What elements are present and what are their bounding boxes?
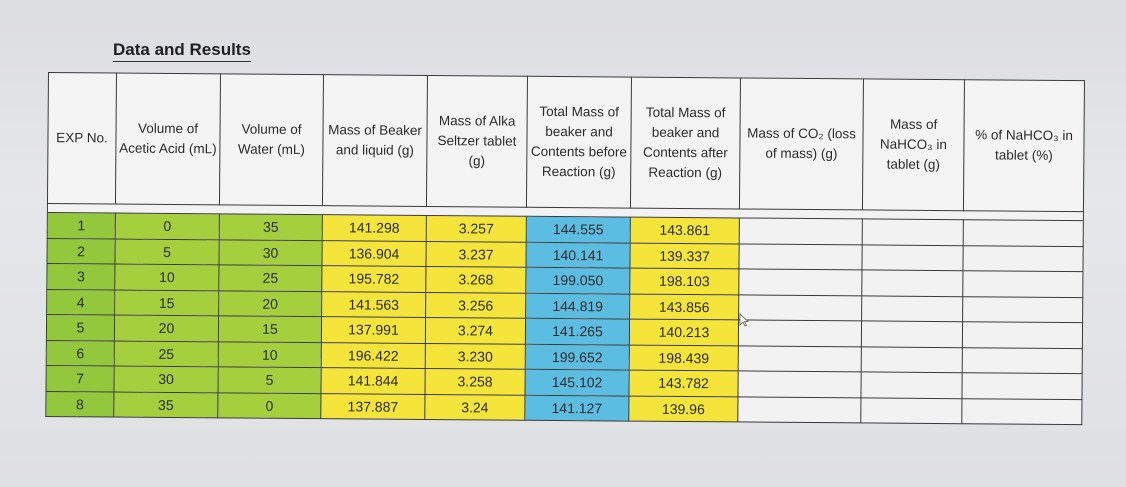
cell-co2-mass[interactable] [737, 396, 861, 423]
cell-mass-before: 141.265 [525, 318, 630, 345]
cell-acetic-acid: 20 [114, 315, 219, 342]
header-co2-mass: Mass of CO₂ (loss of mass) (g) [739, 77, 864, 210]
cell-tablet-mass: 3.257 [426, 215, 527, 242]
cell-water: 25 [218, 264, 322, 292]
header-mass-after: Total Mass of beaker and Contents after … [630, 77, 741, 209]
cell-beaker-liquid: 137.887 [320, 393, 425, 420]
cell-nahco3-mass[interactable] [861, 320, 963, 348]
header-exp-no: EXP No. [47, 72, 117, 205]
cell-water: 35 [219, 213, 323, 241]
cell-water: 30 [218, 239, 323, 266]
cell-mass-after: 139.96 [628, 395, 738, 422]
header-tablet-mass: Mass of Alka Seltzer tablet (g) [426, 75, 528, 208]
cell-mass-before: 144.819 [525, 292, 630, 320]
cell-acetic-acid: 0 [115, 213, 220, 240]
header-acetic-acid: Volume of Acetic Acid (mL) [115, 73, 221, 205]
cell-mass-after: 198.439 [629, 344, 739, 371]
cell-nahco3-percent[interactable] [961, 372, 1083, 400]
cell-tablet-mass: 3.274 [425, 317, 526, 344]
cell-water: 5 [217, 366, 322, 394]
cell-beaker-liquid: 196.422 [321, 342, 426, 369]
cell-beaker-liquid: 137.991 [321, 316, 426, 343]
cell-exp-no: 6 [46, 339, 115, 367]
cell-nahco3-percent[interactable] [963, 219, 1084, 247]
cell-beaker-liquid: 141.844 [320, 367, 426, 394]
cell-exp-no: 7 [45, 365, 115, 392]
cell-beaker-liquid: 141.298 [322, 214, 427, 241]
cell-mass-after: 143.856 [629, 293, 739, 320]
cell-exp-no: 5 [46, 314, 115, 341]
cell-acetic-acid: 25 [114, 340, 219, 367]
cell-mass-after: 140.213 [629, 319, 739, 346]
cell-nahco3-mass[interactable] [861, 269, 963, 297]
cell-nahco3-mass[interactable] [860, 371, 963, 399]
cell-co2-mass[interactable] [737, 370, 862, 398]
cell-mass-before: 199.652 [525, 343, 630, 371]
cell-water: 20 [218, 290, 322, 317]
cell-nahco3-mass[interactable] [862, 218, 964, 246]
cell-tablet-mass: 3.230 [425, 342, 526, 370]
header-water: Volume of Water (mL) [219, 73, 324, 206]
cell-exp-no: 1 [47, 212, 116, 239]
header-mass-before: Total Mass of beaker and Contents before… [526, 76, 632, 209]
cell-mass-before: 199.050 [525, 267, 630, 294]
cell-mass-before: 145.102 [524, 369, 630, 396]
cell-water: 10 [218, 341, 322, 368]
cell-acetic-acid: 30 [113, 366, 219, 393]
cell-nahco3-mass[interactable] [861, 295, 963, 322]
cell-water: 15 [218, 315, 322, 343]
cell-exp-no: 4 [46, 288, 115, 316]
cell-exp-no: 3 [46, 263, 115, 290]
cell-exp-no: 8 [45, 390, 114, 418]
cell-co2-mass[interactable] [738, 319, 862, 347]
cell-beaker-liquid: 141.563 [321, 291, 426, 318]
cell-mass-before: 144.555 [526, 216, 631, 243]
cell-beaker-liquid: 136.904 [321, 240, 427, 267]
cell-nahco3-percent[interactable] [962, 245, 1084, 272]
cell-nahco3-percent[interactable] [962, 347, 1083, 374]
cell-acetic-acid: 10 [114, 264, 219, 291]
cell-beaker-liquid: 195.782 [321, 265, 426, 292]
cell-mass-after: 198.103 [629, 268, 739, 295]
cell-acetic-acid: 35 [113, 391, 218, 418]
cell-mass-after: 143.861 [630, 217, 740, 244]
cell-mass-before: 141.127 [524, 394, 629, 422]
cell-nahco3-mass[interactable] [860, 397, 962, 424]
results-table: EXP No. Volume of Acetic Acid (mL) Volum… [45, 72, 1085, 425]
page-title: Data and Results [113, 40, 251, 62]
cell-co2-mass[interactable] [738, 243, 863, 270]
cell-nahco3-percent[interactable] [962, 321, 1083, 349]
cell-co2-mass[interactable] [738, 345, 862, 372]
data-table-sheet: EXP No. Volume of Acetic Acid (mL) Volum… [45, 72, 1085, 425]
cell-co2-mass[interactable] [738, 294, 862, 321]
mouse-cursor-icon [739, 313, 749, 327]
cell-tablet-mass: 3.256 [425, 291, 526, 319]
cell-acetic-acid: 5 [114, 238, 220, 265]
cell-tablet-mass: 3.237 [425, 240, 527, 268]
header-nahco3-percent: % of NaHCO₃ in tablet (%) [963, 79, 1085, 212]
cell-tablet-mass: 3.268 [425, 266, 526, 293]
cell-nahco3-mass[interactable] [861, 244, 964, 271]
cell-mass-after: 139.337 [629, 242, 740, 269]
cell-co2-mass[interactable] [739, 217, 863, 245]
cell-water: 0 [217, 392, 321, 419]
header-nahco3-mass: Mass of NaHCO₃ in tablet (g) [862, 78, 965, 211]
cell-tablet-mass: 3.258 [424, 368, 526, 395]
cell-acetic-acid: 15 [114, 289, 219, 316]
cell-mass-after: 143.782 [628, 370, 739, 397]
header-beaker-liquid: Mass of Beaker and liquid (g) [322, 74, 428, 207]
cell-nahco3-mass[interactable] [861, 346, 963, 373]
cell-tablet-mass: 3.24 [424, 393, 525, 421]
cell-co2-mass[interactable] [738, 268, 862, 296]
cell-mass-before: 140.141 [525, 241, 631, 269]
cell-nahco3-percent[interactable] [961, 398, 1082, 425]
cell-nahco3-percent[interactable] [962, 270, 1083, 298]
header-row: EXP No. Volume of Acetic Acid (mL) Volum… [47, 72, 1085, 212]
cell-nahco3-percent[interactable] [962, 296, 1083, 323]
cell-exp-no: 2 [46, 237, 116, 265]
